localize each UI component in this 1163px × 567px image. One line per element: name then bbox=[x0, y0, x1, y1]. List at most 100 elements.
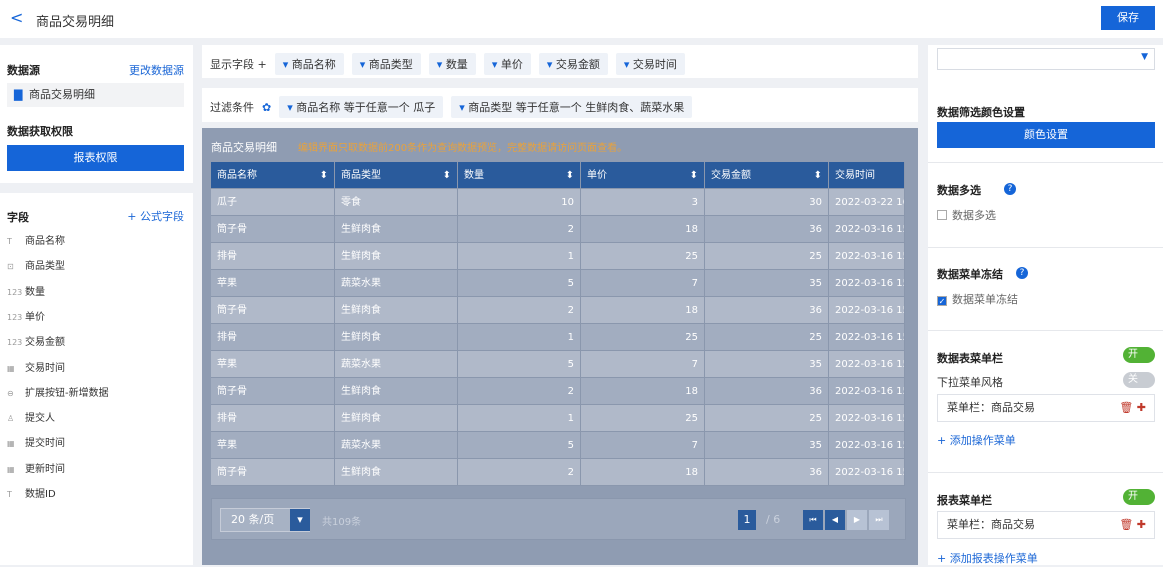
field-item[interactable]: 123 交易金额 bbox=[7, 333, 65, 353]
toggle-switch[interactable]: 开 bbox=[1123, 489, 1155, 505]
filter-chip[interactable]: 商品名称 等于任意一个 瓜子 bbox=[279, 96, 444, 118]
page-count: / 6 bbox=[766, 513, 781, 526]
table-cell: 5 bbox=[458, 270, 581, 297]
table-cell: 3 bbox=[581, 189, 705, 216]
field-chip[interactable]: 交易金额 bbox=[538, 53, 608, 75]
field-icon: ▦ bbox=[7, 464, 15, 474]
preview-panel: 商品交易明细 编辑界面只取数据前200条作为查询数据预览，完整数据请访问页面查看。… bbox=[202, 128, 918, 565]
table-cell: 2 bbox=[458, 378, 581, 405]
checkbox[interactable]: ✓ 数据菜单冻结 bbox=[937, 291, 1018, 307]
column-header[interactable]: 单价 ⬍ bbox=[581, 162, 705, 189]
field-icon: 123 bbox=[7, 312, 23, 322]
pager: 20 条/页 ▾ 共109条 1/ 6 ⏮ ◀ ▶ ⏭ bbox=[211, 498, 906, 540]
field-chip[interactable]: 交易时间 bbox=[615, 53, 685, 75]
field-icon: 123 bbox=[7, 338, 23, 348]
page-nav-button[interactable]: ▶ bbox=[847, 510, 867, 530]
table-cell: 5 bbox=[458, 351, 581, 378]
filter-bar: 过滤条件 ✿ 商品名称 等于任意一个 瓜子商品类型 等于任意一个 生鲜肉食、蔬菜水果 bbox=[202, 88, 918, 122]
right-panel: ▼ 数据筛选颜色设置 颜色设置 数据多选? 数据多选 数据菜单冻结? ✓ 数据菜单冻结 数据表菜… bbox=[928, 45, 1163, 565]
table-cell: 2022-03-16 15: bbox=[829, 351, 905, 378]
current-page[interactable]: 1 bbox=[738, 510, 756, 530]
field-name: 商品名称 bbox=[25, 236, 65, 247]
preview-title: 商品交易明细 bbox=[211, 141, 277, 154]
page-nav-button[interactable]: ◀ bbox=[825, 510, 845, 530]
page-nav-button[interactable]: ⏮ bbox=[803, 510, 823, 530]
column-header[interactable]: 交易金额 ⬍ bbox=[705, 162, 829, 189]
table-cell: 2022-03-16 15: bbox=[829, 243, 905, 270]
table-cell: 2 bbox=[458, 459, 581, 486]
field-item[interactable]: T 数据ID bbox=[7, 485, 56, 505]
field-item[interactable]: T 商品名称 bbox=[7, 232, 65, 252]
source-item[interactable]: 商品交易明细 ▇ bbox=[7, 83, 184, 107]
field-chip[interactable]: 单价 bbox=[483, 53, 531, 75]
menu-item-box[interactable]: 菜单栏：商品交易 🗑 ✚ bbox=[937, 394, 1155, 422]
table-cell: 36 bbox=[705, 216, 829, 243]
column-header[interactable]: 数量 ⬍ bbox=[458, 162, 581, 189]
table-cell: 零食 bbox=[335, 189, 458, 216]
color-button[interactable]: 颜色设置 bbox=[937, 122, 1155, 148]
table-cell: 生鲜肉食 bbox=[335, 243, 458, 270]
table-cell: 2022-03-16 15: bbox=[829, 432, 905, 459]
field-item[interactable]: ▦ 提交时间 bbox=[7, 434, 65, 454]
field-chip[interactable]: 数量 bbox=[428, 53, 476, 75]
table-cell: 生鲜肉食 bbox=[335, 459, 458, 486]
table-cell: 25 bbox=[581, 243, 705, 270]
table-cell: 5 bbox=[458, 432, 581, 459]
toggle-switch[interactable]: 关 bbox=[1123, 372, 1155, 388]
table-cell: 瓜子 bbox=[211, 189, 335, 216]
table-cell: 1 bbox=[458, 405, 581, 432]
field-name: 更新时间 bbox=[25, 463, 65, 475]
field-item[interactable]: ⊖ 扩展按钮-新增数据 bbox=[7, 384, 109, 404]
permission-button[interactable]: 报表权限 bbox=[7, 145, 184, 171]
field-chip[interactable]: 商品名称 bbox=[274, 53, 344, 75]
field-name: 数据ID bbox=[25, 489, 56, 500]
table-cell: 2022-03-16 15: bbox=[829, 324, 905, 351]
section-title: 数据筛选颜色设置 bbox=[937, 106, 1025, 119]
table-cell: 18 bbox=[581, 297, 705, 324]
field-item[interactable]: 123 单价 bbox=[7, 308, 45, 328]
checkbox-box bbox=[937, 210, 947, 220]
table-cell: 2022-03-16 15: bbox=[829, 216, 905, 243]
total-count: 共109条 bbox=[322, 517, 362, 528]
section-title: 报表菜单栏 bbox=[937, 494, 992, 507]
field-icon: ⊖ bbox=[7, 388, 14, 398]
field-icon: 123 bbox=[7, 287, 23, 297]
field-chip[interactable]: 商品类型 bbox=[351, 53, 421, 75]
save-button[interactable]: 保存 bbox=[1101, 6, 1155, 30]
preview-notice: 编辑界面只取数据前200条作为查询数据预览，完整数据请访问页面查看。 bbox=[298, 143, 628, 154]
toggle-switch[interactable]: 开 bbox=[1123, 347, 1155, 363]
column-header[interactable]: 商品类型 ⬍ bbox=[335, 162, 458, 189]
table-cell: 25 bbox=[581, 324, 705, 351]
table-cell: 蔬菜水果 bbox=[335, 270, 458, 297]
field-item[interactable]: ⊡ 商品类型 bbox=[7, 257, 65, 277]
left-panel-fields: 字段 + 公式字段 T 商品名称 ⊡ 商品类型 123 数量 123 单价 123 交易金额 ▦ 交易时间… bbox=[0, 193, 193, 565]
dropdown[interactable]: ▼ bbox=[937, 48, 1155, 70]
field-name: 扩展按钮-新增数据 bbox=[25, 387, 109, 399]
add-formula-link[interactable]: + 公式字段 bbox=[127, 210, 184, 223]
field-icon: T bbox=[7, 237, 12, 246]
column-header[interactable]: 商品名称 ⬍ bbox=[211, 162, 335, 189]
column-header[interactable]: 交易时间 bbox=[829, 162, 905, 189]
field-item[interactable]: ♙ 提交人 bbox=[7, 409, 55, 429]
help-icon: ? bbox=[1004, 183, 1016, 195]
field-icon: ♙ bbox=[7, 414, 15, 424]
page-nav-button[interactable]: ⏭ bbox=[869, 510, 889, 530]
field-item[interactable]: ▦ 交易时间 bbox=[7, 359, 65, 379]
checkbox[interactable]: 数据多选 bbox=[937, 207, 996, 223]
field-item[interactable]: ▦ 更新时间 bbox=[7, 460, 65, 480]
sort-icon: ⬍ bbox=[689, 170, 698, 181]
table-cell: 2 bbox=[458, 216, 581, 243]
table-cell: 18 bbox=[581, 378, 705, 405]
table-cell: 35 bbox=[705, 270, 829, 297]
menu-item-box[interactable]: 菜单栏：商品交易 🗑 ✚ bbox=[937, 511, 1155, 539]
field-item[interactable]: 123 数量 bbox=[7, 283, 45, 303]
table-cell: 蔬菜水果 bbox=[335, 432, 458, 459]
divider bbox=[928, 162, 1163, 163]
table-cell: 排骨 bbox=[211, 243, 335, 270]
change-source-link[interactable]: 更改数据源 bbox=[129, 64, 184, 77]
section-title: 数据菜单冻结 bbox=[937, 268, 1003, 281]
filter-chip[interactable]: 商品类型 等于任意一个 生鲜肉食、蔬菜水果 bbox=[451, 96, 693, 118]
table-cell: 筒子骨 bbox=[211, 459, 335, 486]
back-button[interactable]: < bbox=[10, 8, 24, 27]
section-title: 数据源 bbox=[7, 64, 40, 77]
